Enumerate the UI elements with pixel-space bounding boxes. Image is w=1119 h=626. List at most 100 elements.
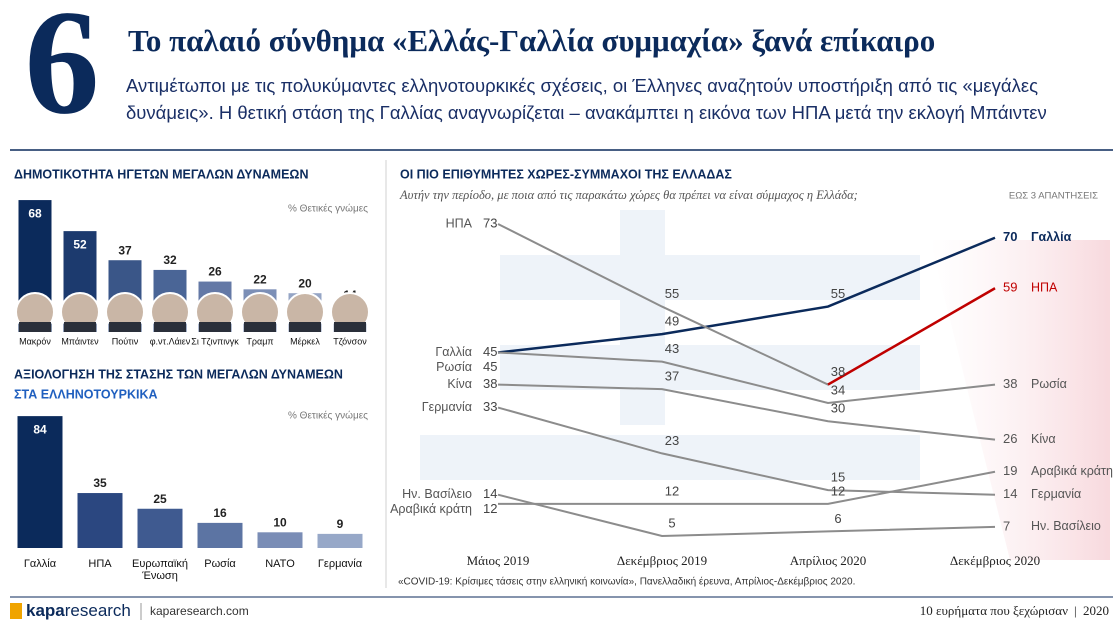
value-label: 22: [253, 272, 267, 286]
series-title: 10 ευρήματα που ξεχώρισαν: [920, 603, 1068, 618]
portrait-suit: [244, 322, 276, 332]
series-label: ΗΠΑ: [1031, 281, 1058, 295]
x-tick-label: Δεκέμβριος 2019: [617, 553, 707, 568]
series-line: [497, 236, 996, 354]
value-label: 38: [483, 376, 497, 391]
category-label: Ρωσία: [204, 558, 236, 570]
subtitle-box: Αντιμέτωποι με τις πολυκύμαντες ελληνοτο…: [126, 75, 1047, 123]
x-tick-label: Απρίλιος 2020: [790, 553, 866, 568]
separator: |: [1074, 603, 1077, 618]
category-label-box: Ρωσία: [204, 558, 236, 570]
bar: [77, 493, 123, 548]
flag-stripe: [500, 255, 920, 300]
value-label: 55: [665, 286, 679, 301]
flag-stripe: [620, 210, 665, 425]
value-label: 68: [28, 206, 42, 220]
section-number: 6: [25, 0, 100, 145]
chart-subtitle: ΣΤΑ ΕΛΛΗΝΟΤΟΥΡΚΙΚΑ: [14, 387, 158, 401]
flag-stripe: [500, 345, 920, 390]
category-label: Γερμανία: [317, 558, 363, 570]
series-line: [497, 383, 996, 441]
category-label: Γαλλία: [23, 558, 57, 570]
value-label: 20: [298, 276, 312, 290]
value-label: 26: [1003, 431, 1017, 446]
source: «COVID-19: Κρίσιμες τάσεις στην ελληνική…: [398, 576, 855, 588]
logo-mark: [10, 603, 22, 619]
year: 2020: [1083, 603, 1109, 618]
x-tick-label: Μάιος 2019: [467, 553, 530, 568]
value-label: 26: [208, 265, 222, 279]
category-label: ΝΑΤΟ: [265, 558, 295, 570]
value-label: 34: [831, 382, 845, 397]
value-label: 55: [831, 286, 845, 301]
chart-subtitle: Αυτήν την περίοδο, με ποια από τις παρακ…: [399, 188, 858, 202]
series-line: [497, 406, 996, 496]
category-label-box: Γερμανία: [317, 558, 363, 570]
value-label: 10: [273, 515, 287, 529]
value-label: 84: [33, 422, 47, 436]
bar: [17, 416, 63, 548]
value-label: 14: [483, 486, 497, 501]
value-label: 23: [665, 433, 679, 448]
category-label: Τζόνσον: [333, 336, 367, 346]
series-label: Γερμανία: [1031, 487, 1081, 501]
chart-note: ΕΩΣ 3 ΑΠΑΝΤΗΣΕΙΣ: [1009, 191, 1098, 202]
value-label: 16: [213, 506, 227, 520]
logo-bold: kapa: [26, 601, 65, 620]
value-label: 38: [1003, 376, 1017, 391]
portrait-suit: [199, 322, 231, 332]
series-line: [497, 493, 996, 538]
portrait-suit: [19, 322, 51, 332]
series-label: Γερμανία: [422, 400, 472, 414]
portrait-suit: [154, 322, 186, 332]
value-label: 25: [153, 492, 167, 506]
highlight-bg: [930, 240, 1110, 560]
value-label: 52: [73, 237, 87, 251]
value-label: 45: [483, 344, 497, 359]
value-label: 37: [665, 369, 679, 384]
category-label-box: Γαλλία: [23, 558, 57, 570]
series-label: Ην. Βασίλειο: [402, 487, 472, 501]
value-label: 12: [483, 501, 497, 516]
category-label: Ευρωπαϊκή Ένωση: [132, 558, 188, 582]
website: kaparesearch.com: [150, 604, 249, 618]
value-label: 37: [118, 243, 132, 257]
title: Το παλαιό σύνθημα «Ελλάς-Γαλλία συμμαχία…: [128, 23, 935, 58]
portrait-suit: [334, 322, 366, 332]
bar: [137, 508, 183, 548]
bar: [197, 522, 243, 548]
value-label: 14: [1003, 486, 1017, 501]
subtitle: Αντιμέτωποι με τις πολυκύμαντες ελληνοτο…: [126, 75, 1047, 123]
value-label: 5: [668, 515, 675, 530]
value-label: 15: [831, 470, 845, 485]
category-label: Τραμπ: [246, 336, 273, 346]
value-label: 73: [483, 215, 497, 230]
highlight-segment: [827, 287, 996, 386]
category-label: Πούτιν: [112, 336, 139, 346]
chart-title: ΔΗΜΟΤΙΚΟΤΗΤΑ ΗΓΕΤΩΝ ΜΕΓΑΛΩΝ ΔΥΝΑΜΕΩΝ: [14, 167, 308, 181]
value-label: 33: [483, 399, 497, 414]
value-label: 19: [1003, 463, 1017, 478]
portrait-suit: [109, 322, 141, 332]
category-label: Μπάιντεν: [61, 336, 99, 346]
value-label: 38: [831, 364, 845, 379]
category-label: Σι Τζινπινγκ: [191, 336, 239, 346]
series-line: [497, 351, 996, 404]
value-label: 30: [831, 401, 845, 416]
chart-note: % Θετικές γνώμες: [288, 410, 368, 422]
logo: kaparesearch: [26, 601, 131, 620]
x-tick-label: Δεκέμβριος 2020: [950, 553, 1040, 568]
series-label: Ρωσία: [1031, 377, 1067, 391]
value-label: 49: [665, 314, 679, 329]
category-label: ΗΠΑ: [88, 558, 112, 570]
bar: [317, 533, 363, 548]
series-label: Αραβικά κράτη: [390, 502, 472, 516]
value-label: 7: [1003, 518, 1010, 533]
value-label: 35: [93, 476, 107, 490]
category-label: Μέρκελ: [290, 336, 320, 346]
value-label: 12: [665, 483, 679, 498]
category-label-box: Ευρωπαϊκή Ένωση: [132, 558, 188, 582]
series-label: Γαλλία: [1031, 230, 1072, 244]
